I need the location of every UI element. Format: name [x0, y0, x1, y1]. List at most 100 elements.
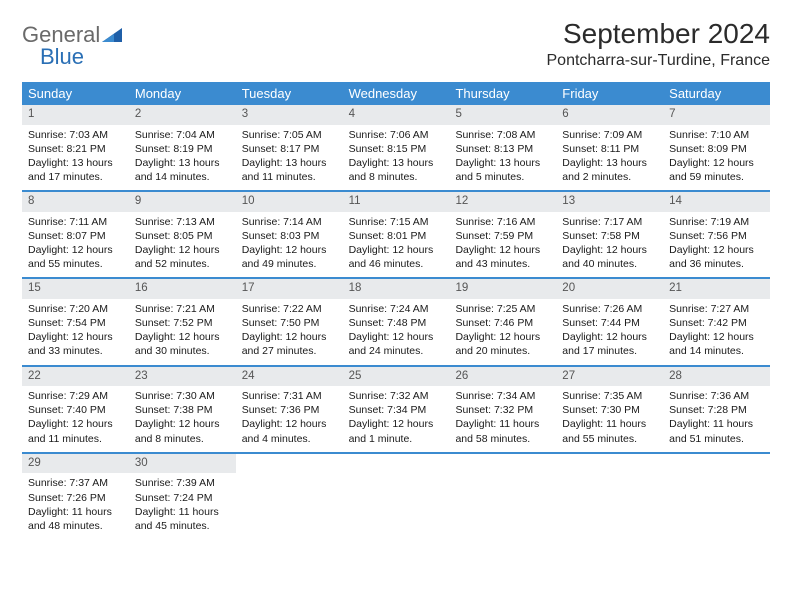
sunrise-text: Sunrise: 7:04 AM	[135, 128, 230, 142]
day-number: 3	[236, 105, 343, 125]
day-number: 14	[663, 192, 770, 212]
day-body: Sunrise: 7:39 AMSunset: 7:24 PMDaylight:…	[129, 473, 236, 539]
sunrise-text: Sunrise: 7:17 AM	[562, 215, 657, 229]
day-number: 23	[129, 367, 236, 387]
day-number: 17	[236, 279, 343, 299]
day-body: Sunrise: 7:19 AMSunset: 7:56 PMDaylight:…	[663, 212, 770, 278]
weeks-container: 1Sunrise: 7:03 AMSunset: 8:21 PMDaylight…	[22, 105, 770, 539]
day-cell: 24 Sunrise: 7:31 AMSunset: 7:36 PMDayligh…	[236, 367, 343, 452]
sunset-text: Sunset: 7:50 PM	[242, 316, 337, 330]
day-cell: 27Sunrise: 7:35 AMSunset: 7:30 PMDayligh…	[556, 367, 663, 452]
day-cell: 23Sunrise: 7:30 AMSunset: 7:38 PMDayligh…	[129, 367, 236, 452]
sunset-text: Sunset: 7:56 PM	[669, 229, 764, 243]
day-cell: 17Sunrise: 7:22 AMSunset: 7:50 PMDayligh…	[236, 279, 343, 364]
day-body: Sunrise: 7:30 AMSunset: 7:38 PMDaylight:…	[129, 386, 236, 452]
sunrise-text: Sunrise: 7:20 AM	[28, 302, 123, 316]
sunset-text: Sunset: 7:38 PM	[135, 403, 230, 417]
day-body: Sunrise: 7:11 AMSunset: 8:07 PMDaylight:…	[22, 212, 129, 278]
sunrise-text: Sunrise: 7:22 AM	[242, 302, 337, 316]
daylight-text: Daylight: 11 hours and 51 minutes.	[669, 417, 764, 445]
day-body: Sunrise: 7:04 AMSunset: 8:19 PMDaylight:…	[129, 125, 236, 191]
day-header-saturday: Saturday	[663, 82, 770, 105]
sunset-text: Sunset: 7:30 PM	[562, 403, 657, 417]
day-number: 20	[556, 279, 663, 299]
day-cell: 30Sunrise: 7:39 AMSunset: 7:24 PMDayligh…	[129, 454, 236, 539]
sunrise-text: Sunrise: 7:31 AM	[242, 389, 337, 403]
sunrise-text: Sunrise: 7:30 AM	[135, 389, 230, 403]
logo-text-block: General Blue	[22, 22, 122, 70]
daylight-text: Daylight: 13 hours and 8 minutes.	[349, 156, 444, 184]
logo-text-blue: Blue	[40, 44, 84, 70]
day-number: 28	[663, 367, 770, 387]
week-row: 29Sunrise: 7:37 AMSunset: 7:26 PMDayligh…	[22, 452, 770, 539]
daylight-text: Daylight: 12 hours and 4 minutes.	[242, 417, 337, 445]
sunrise-text: Sunrise: 7:21 AM	[135, 302, 230, 316]
day-body: Sunrise: 7:29 AMSunset: 7:40 PMDaylight:…	[22, 386, 129, 452]
day-body: Sunrise: 7:08 AMSunset: 8:13 PMDaylight:…	[449, 125, 556, 191]
day-body: Sunrise: 7:34 AMSunset: 7:32 PMDaylight:…	[449, 386, 556, 452]
sunset-text: Sunset: 8:09 PM	[669, 142, 764, 156]
day-body: Sunrise: 7:20 AMSunset: 7:54 PMDaylight:…	[22, 299, 129, 365]
month-title: September 2024	[547, 18, 771, 50]
sunrise-text: Sunrise: 7:10 AM	[669, 128, 764, 142]
day-number: 13	[556, 192, 663, 212]
day-body: Sunrise: 7:09 AMSunset: 8:11 PMDaylight:…	[556, 125, 663, 191]
day-number: 11	[343, 192, 450, 212]
day-cell: 28Sunrise: 7:36 AMSunset: 7:28 PMDayligh…	[663, 367, 770, 452]
day-body: Sunrise: 7:36 AMSunset: 7:28 PMDaylight:…	[663, 386, 770, 452]
sunset-text: Sunset: 8:21 PM	[28, 142, 123, 156]
sunrise-text: Sunrise: 7:05 AM	[242, 128, 337, 142]
sunset-text: Sunset: 8:07 PM	[28, 229, 123, 243]
day-cell: 19Sunrise: 7:25 AMSunset: 7:46 PMDayligh…	[449, 279, 556, 364]
day-cell	[343, 454, 450, 539]
day-header-sunday: Sunday	[22, 82, 129, 105]
daylight-text: Daylight: 12 hours and 20 minutes.	[455, 330, 550, 358]
daylight-text: Daylight: 12 hours and 43 minutes.	[455, 243, 550, 271]
day-body: Sunrise: 7:10 AMSunset: 8:09 PMDaylight:…	[663, 125, 770, 191]
sunset-text: Sunset: 7:34 PM	[349, 403, 444, 417]
sunrise-text: Sunrise: 7:39 AM	[135, 476, 230, 490]
day-cell: 29Sunrise: 7:37 AMSunset: 7:26 PMDayligh…	[22, 454, 129, 539]
sunset-text: Sunset: 7:46 PM	[455, 316, 550, 330]
sunset-text: Sunset: 8:15 PM	[349, 142, 444, 156]
day-body: Sunrise: 7:05 AMSunset: 8:17 PMDaylight:…	[236, 125, 343, 191]
sunrise-text: Sunrise: 7:25 AM	[455, 302, 550, 316]
daylight-text: Daylight: 12 hours and 14 minutes.	[669, 330, 764, 358]
sunset-text: Sunset: 7:40 PM	[28, 403, 123, 417]
day-header-row: Sunday Monday Tuesday Wednesday Thursday…	[22, 82, 770, 105]
daylight-text: Daylight: 12 hours and 30 minutes.	[135, 330, 230, 358]
day-body: Sunrise: 7:26 AMSunset: 7:44 PMDaylight:…	[556, 299, 663, 365]
day-cell: 15Sunrise: 7:20 AMSunset: 7:54 PMDayligh…	[22, 279, 129, 364]
day-number: 25	[343, 367, 450, 387]
day-header-friday: Friday	[556, 82, 663, 105]
sunset-text: Sunset: 8:11 PM	[562, 142, 657, 156]
day-number: 9	[129, 192, 236, 212]
sunset-text: Sunset: 7:58 PM	[562, 229, 657, 243]
week-row: 8Sunrise: 7:11 AMSunset: 8:07 PMDaylight…	[22, 190, 770, 277]
day-header-wednesday: Wednesday	[343, 82, 450, 105]
day-number: 30	[129, 454, 236, 474]
day-cell: 25Sunrise: 7:32 AMSunset: 7:34 PMDayligh…	[343, 367, 450, 452]
day-body: Sunrise: 7:22 AMSunset: 7:50 PMDaylight:…	[236, 299, 343, 365]
day-cell: 2Sunrise: 7:04 AMSunset: 8:19 PMDaylight…	[129, 105, 236, 190]
daylight-text: Daylight: 12 hours and 27 minutes.	[242, 330, 337, 358]
day-number: 24	[236, 367, 343, 387]
daylight-text: Daylight: 12 hours and 55 minutes.	[28, 243, 123, 271]
daylight-text: Daylight: 12 hours and 33 minutes.	[28, 330, 123, 358]
day-number: 5	[449, 105, 556, 125]
day-number: 6	[556, 105, 663, 125]
header: General Blue September 2024 Pontcharra-s…	[22, 18, 770, 70]
day-cell: 11Sunrise: 7:15 AMSunset: 8:01 PMDayligh…	[343, 192, 450, 277]
sunset-text: Sunset: 7:36 PM	[242, 403, 337, 417]
day-cell: 16Sunrise: 7:21 AMSunset: 7:52 PMDayligh…	[129, 279, 236, 364]
day-cell: 7Sunrise: 7:10 AMSunset: 8:09 PMDaylight…	[663, 105, 770, 190]
day-body: Sunrise: 7:06 AMSunset: 8:15 PMDaylight:…	[343, 125, 450, 191]
header-right: September 2024 Pontcharra-sur-Turdine, F…	[547, 18, 771, 70]
day-cell: 6Sunrise: 7:09 AMSunset: 8:11 PMDaylight…	[556, 105, 663, 190]
day-body: Sunrise: 7:27 AMSunset: 7:42 PMDaylight:…	[663, 299, 770, 365]
sunrise-text: Sunrise: 7:11 AM	[28, 215, 123, 229]
daylight-text: Daylight: 13 hours and 2 minutes.	[562, 156, 657, 184]
sunrise-text: Sunrise: 7:32 AM	[349, 389, 444, 403]
daylight-text: Daylight: 13 hours and 17 minutes.	[28, 156, 123, 184]
daylight-text: Daylight: 12 hours and 59 minutes.	[669, 156, 764, 184]
